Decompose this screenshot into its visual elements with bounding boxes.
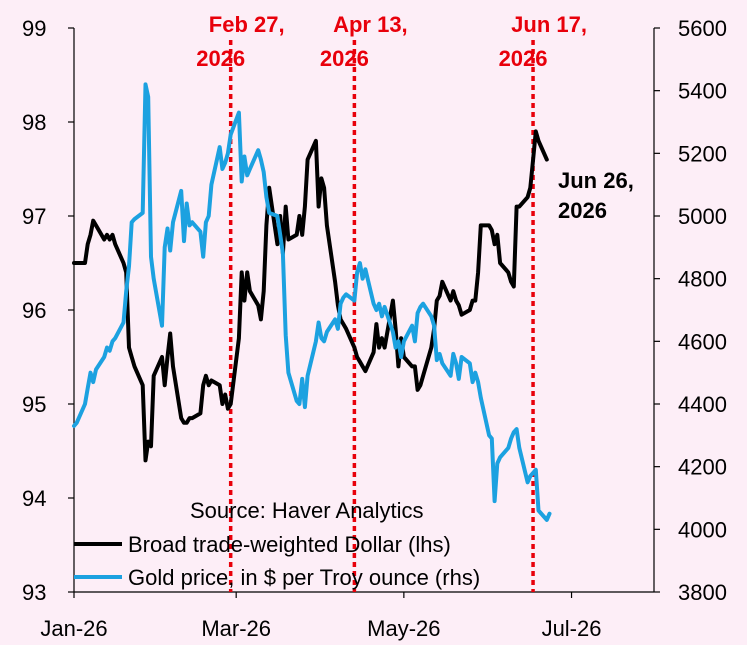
event-year-label: 2026 [196,46,245,71]
left-tick-label: 93 [22,580,46,605]
right-tick-label: 5600 [678,16,727,41]
event-year-label: 2026 [499,46,548,71]
right-tick-label: 4000 [678,517,727,542]
left-tick-label: 94 [22,486,46,511]
legend: Source: Haver Analytics Broad trade-weigh… [74,498,480,590]
left-tick-label: 98 [22,110,46,135]
gold-series-line [72,82,552,522]
right-tick-label: 4600 [678,329,727,354]
legend-label-dollar: Broad trade-weighted Dollar (lhs) [128,532,451,557]
annotation-date-label: Jun 26, [558,168,634,193]
right-tick-label: 5000 [678,204,727,229]
left-tick-label: 99 [22,16,46,41]
x-tick-label: Mar-26 [201,616,271,641]
right-tick-label: 4200 [678,455,727,480]
event-label: Jun 17, [511,12,587,37]
left-tick-label: 97 [22,204,46,229]
series-group [72,82,552,522]
left-tick-label: 96 [22,298,46,323]
source-note: Source: Haver Analytics [190,498,424,523]
x-tick-label: Jul-26 [542,616,602,641]
event-label: Feb 27, [209,12,285,37]
right-tick-label: 4400 [678,392,727,417]
left-tick-label: 95 [22,392,46,417]
annotation-group: Jun 26, 2026 [558,168,634,223]
x-tick-label: Jan-26 [40,616,107,641]
right-tick-label: 5200 [678,141,727,166]
annotation-year-label: 2026 [558,198,607,223]
tick-group: 93 94 95 96 97 98 99 3800 4000 4200 4400 4600 4800 50… [22,16,727,641]
right-tick-label: 5400 [678,79,727,104]
legend-label-gold: Gold price, in $ per Troy ounce (rhs) [128,565,480,590]
event-year-label: 2026 [320,46,369,71]
right-tick-label: 3800 [678,580,727,605]
dollar-series-line [72,129,549,463]
right-tick-label: 4800 [678,267,727,292]
event-label: Apr 13, [333,12,408,37]
x-tick-label: May-26 [367,616,440,641]
event-markers: Feb 27, 2026 Apr 13, 2026 Jun 17, 2026 [196,12,587,592]
